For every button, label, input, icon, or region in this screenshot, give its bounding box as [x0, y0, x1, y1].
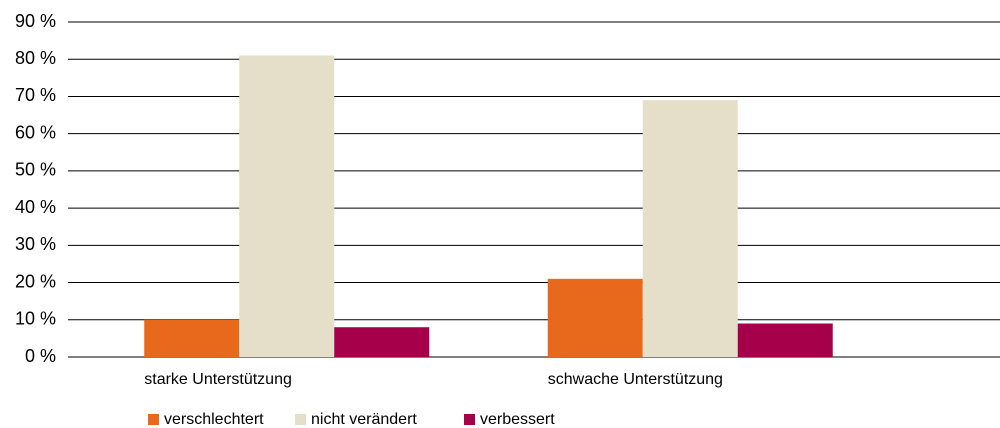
bar	[239, 55, 335, 357]
y-tick-label: 90 %	[15, 11, 56, 31]
bar	[334, 327, 430, 357]
bar	[737, 323, 833, 357]
y-tick-label: 30 %	[15, 234, 56, 254]
legend-swatch	[464, 414, 475, 425]
legend-label: verschlechtert	[164, 411, 264, 428]
legend-label: verbessert	[480, 411, 555, 428]
y-tick-label: 50 %	[15, 160, 56, 180]
x-tick-label: starke Unterstützung	[144, 371, 292, 388]
y-tick-label: 10 %	[15, 309, 56, 329]
y-tick-label: 0 %	[25, 346, 56, 366]
y-tick-label: 20 %	[15, 271, 56, 291]
y-tick-label: 40 %	[15, 197, 56, 217]
legend-label: nicht verändert	[311, 411, 417, 428]
y-tick-label: 60 %	[15, 122, 56, 142]
bar	[144, 319, 240, 357]
bar	[547, 278, 643, 357]
bar	[642, 100, 738, 358]
y-tick-label: 70 %	[15, 85, 56, 105]
x-tick-label: schwache Unterstützung	[548, 371, 723, 388]
y-tick-label: 80 %	[15, 48, 56, 68]
legend-swatch	[148, 414, 159, 425]
legend-swatch	[295, 414, 306, 425]
